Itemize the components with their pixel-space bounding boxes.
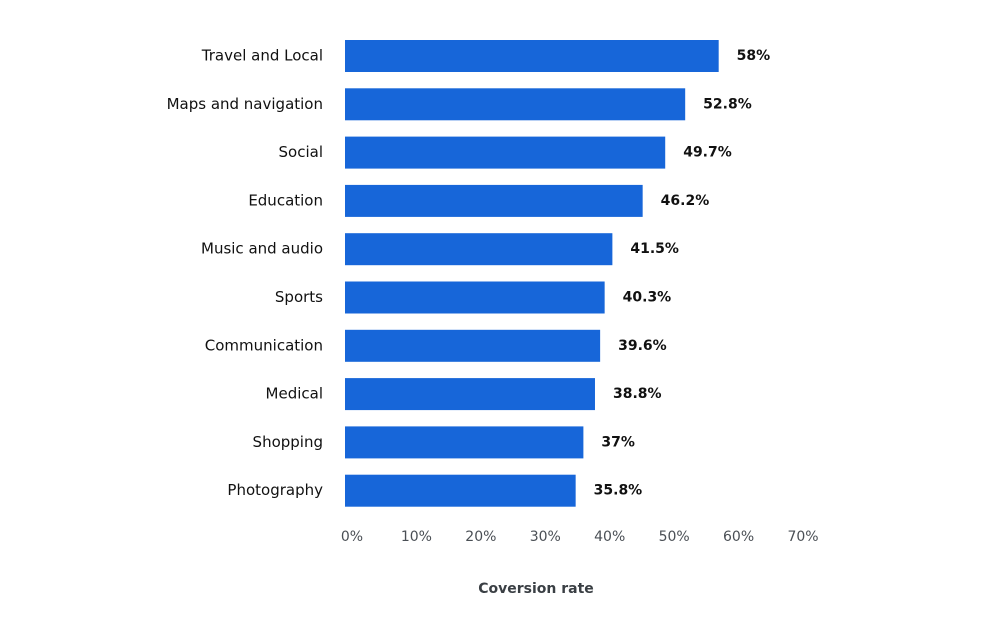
- x-tick-label: 50%: [659, 529, 690, 545]
- bar: [345, 426, 584, 459]
- x-axis-title: Coversion rate: [478, 581, 594, 597]
- value-label: 37%: [601, 434, 635, 450]
- bar: [345, 88, 686, 121]
- x-tick-label: 10%: [401, 529, 432, 545]
- value-label: 39.6%: [618, 338, 667, 354]
- bar: [345, 378, 595, 411]
- x-tick-label: 40%: [594, 529, 625, 545]
- value-label: 40.3%: [623, 290, 672, 306]
- bar: [345, 281, 605, 314]
- x-tick-label: 0%: [341, 529, 363, 545]
- y-tick-label: Sports: [275, 288, 323, 306]
- bar: [345, 40, 719, 72]
- y-tick-label: Shopping: [253, 433, 323, 451]
- y-tick-label: Travel and Local: [201, 47, 323, 65]
- y-tick-label: Photography: [227, 481, 323, 499]
- y-tick-label: Social: [279, 143, 323, 161]
- value-label: 41.5%: [630, 241, 679, 257]
- value-label: 52.8%: [703, 96, 752, 112]
- bar: [345, 136, 666, 169]
- value-label: 38.8%: [613, 386, 662, 402]
- x-tick-label: 30%: [530, 529, 561, 545]
- y-tick-label: Music and audio: [201, 240, 323, 258]
- value-label: 46.2%: [661, 193, 710, 209]
- x-tick-label: 20%: [465, 529, 496, 545]
- y-tick-label: Education: [248, 191, 323, 209]
- value-label: 49.7%: [683, 145, 732, 161]
- bar: [345, 329, 601, 362]
- y-tick-label: Maps and navigation: [167, 95, 323, 113]
- y-tick-label: Medical: [266, 385, 323, 403]
- value-label: 58%: [737, 48, 771, 64]
- bar: [345, 233, 613, 266]
- x-tick-label: 60%: [723, 529, 754, 545]
- bar: [345, 474, 576, 507]
- y-tick-label: Communication: [205, 336, 323, 354]
- value-label: 35.8%: [594, 483, 643, 499]
- bar: [345, 184, 643, 217]
- x-tick-label: 70%: [787, 529, 818, 545]
